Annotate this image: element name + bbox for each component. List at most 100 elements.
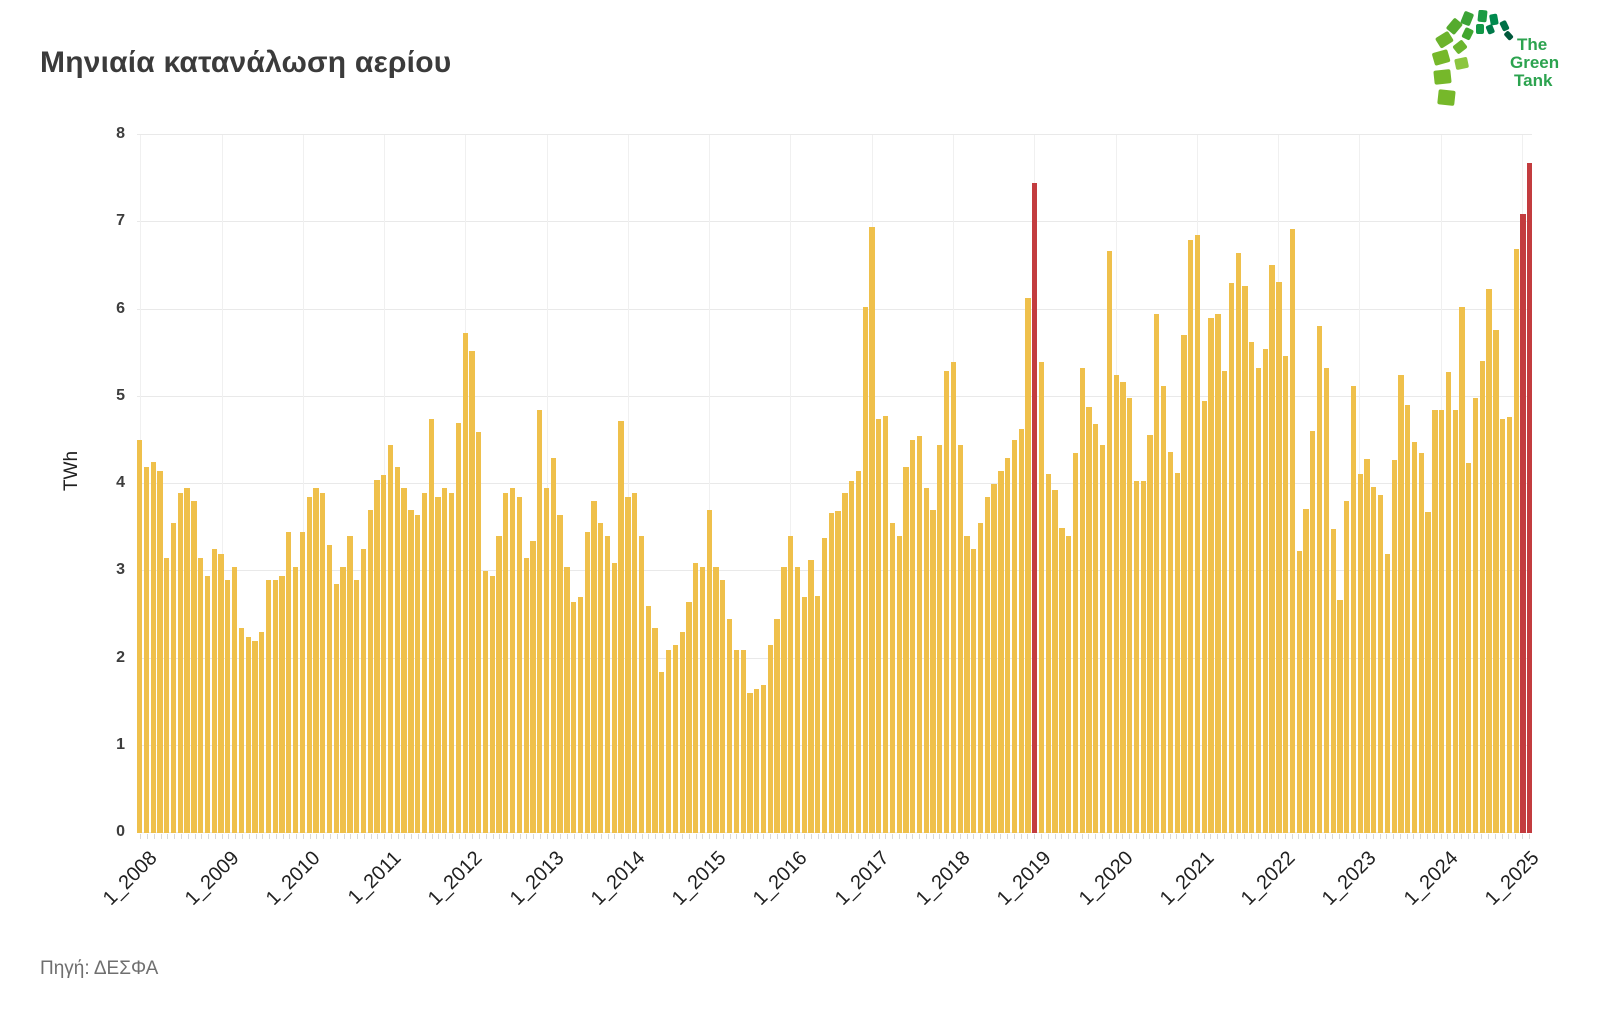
- bar-7_2016[interactable]: [828, 512, 834, 833]
- bar-10_2021[interactable]: [1255, 367, 1262, 833]
- bar-1_2016[interactable]: [788, 536, 794, 833]
- bar-9_2021[interactable]: [1249, 341, 1255, 833]
- bar-4_2011[interactable]: [401, 488, 407, 833]
- bar-5_2019[interactable]: [1059, 527, 1065, 833]
- bar-1_2018[interactable]: [950, 361, 957, 833]
- bar-3_2020[interactable]: [1127, 397, 1133, 833]
- bar-11_2018[interactable]: [1018, 429, 1024, 833]
- bar-4_2013[interactable]: [564, 566, 570, 833]
- bar-12_2010[interactable]: [374, 479, 380, 833]
- bar-8_2021[interactable]: [1242, 285, 1248, 833]
- bar-6_2024[interactable]: [1472, 397, 1479, 833]
- bar-5_2018[interactable]: [977, 523, 984, 833]
- bar-3_2018[interactable]: [964, 536, 970, 833]
- bar-10_2008[interactable]: [198, 558, 204, 833]
- bar-10_2011[interactable]: [442, 488, 448, 833]
- bar-12_2009[interactable]: [292, 566, 299, 833]
- bar-11_2008[interactable]: [204, 575, 211, 833]
- bar-4_2015[interactable]: [726, 619, 733, 833]
- bar-10_2015[interactable]: [767, 645, 773, 833]
- bar-3_2016[interactable]: [801, 597, 807, 833]
- bar-9_2011[interactable]: [435, 497, 441, 833]
- bar-8_2018[interactable]: [998, 470, 1004, 833]
- bar-5_2011[interactable]: [408, 510, 414, 833]
- bar-4_2021[interactable]: [1215, 313, 1221, 833]
- bar-5_2017[interactable]: [896, 536, 902, 833]
- bar-8_2010[interactable]: [347, 536, 353, 833]
- bar-4_2023[interactable]: [1377, 495, 1384, 833]
- bar-5_2023[interactable]: [1384, 553, 1391, 833]
- bar-2_2012[interactable]: [469, 351, 475, 833]
- bar-4_2017[interactable]: [889, 523, 895, 833]
- bar-11_2024[interactable]: [1506, 416, 1513, 833]
- bar-6_2008[interactable]: [170, 523, 177, 833]
- bar-2_2019[interactable]: [1038, 361, 1045, 833]
- bar-7_2014[interactable]: [665, 649, 672, 833]
- bar-4_2016[interactable]: [808, 559, 814, 833]
- bar-8_2008[interactable]: [184, 488, 190, 833]
- bar-6_2019[interactable]: [1066, 536, 1072, 833]
- bar-10_2009[interactable]: [279, 575, 285, 833]
- bar-1_2013[interactable]: [543, 488, 550, 833]
- bar-12_2011[interactable]: [455, 422, 461, 833]
- bar-2_2016[interactable]: [794, 566, 801, 833]
- bar-3_2008[interactable]: [150, 462, 156, 833]
- bar-6_2010[interactable]: [333, 584, 339, 833]
- bar-4_2024[interactable]: [1459, 306, 1465, 833]
- bar-7_2009[interactable]: [259, 632, 265, 833]
- bar-10_2010[interactable]: [360, 549, 367, 833]
- bar-1_2010[interactable]: [299, 532, 306, 833]
- bar-7_2020[interactable]: [1154, 313, 1160, 833]
- bar-6_2011[interactable]: [415, 514, 421, 833]
- bar-10_2017[interactable]: [930, 510, 936, 833]
- bar-7_2018[interactable]: [991, 484, 997, 833]
- bar-8_2013[interactable]: [591, 501, 597, 833]
- bar-8_2016[interactable]: [835, 511, 841, 833]
- bar-10_2012[interactable]: [523, 558, 529, 833]
- bar-10_2016[interactable]: [849, 481, 855, 833]
- bar-5_2010[interactable]: [326, 545, 333, 833]
- bar-9_2022[interactable]: [1330, 528, 1336, 833]
- bar-1_2014[interactable]: [625, 497, 631, 833]
- bar-8_2011[interactable]: [428, 418, 434, 833]
- bar-9_2017[interactable]: [923, 488, 929, 833]
- bar-4_2009[interactable]: [238, 627, 244, 833]
- bar-1_2008[interactable]: [137, 440, 143, 833]
- bar-5_2013[interactable]: [571, 601, 577, 833]
- bar-6_2014[interactable]: [659, 671, 665, 833]
- bar-10_2014[interactable]: [686, 601, 692, 833]
- bar-11_2016[interactable]: [855, 470, 862, 833]
- bar-8_2023[interactable]: [1405, 404, 1411, 833]
- bar-5_2020[interactable]: [1140, 481, 1146, 833]
- bar-7_2008[interactable]: [177, 492, 183, 833]
- bar-3_2009[interactable]: [231, 566, 238, 833]
- bar-12_2020[interactable]: [1188, 239, 1194, 833]
- bar-12_2024[interactable]: [1513, 249, 1519, 833]
- bar-2_2020[interactable]: [1120, 381, 1126, 833]
- bar-5_2014[interactable]: [652, 627, 658, 833]
- bar-3_2022[interactable]: [1289, 229, 1296, 833]
- bar-2_2021[interactable]: [1201, 401, 1207, 833]
- bar-5_2008[interactable]: [164, 558, 170, 833]
- bar-11_2011[interactable]: [448, 492, 455, 833]
- bar-2_2011[interactable]: [387, 444, 394, 833]
- bar-2_2014[interactable]: [632, 492, 638, 833]
- bar-12_2017[interactable]: [943, 370, 950, 833]
- bar-12_2014[interactable]: [699, 566, 706, 833]
- bar-11_2015[interactable]: [774, 619, 780, 833]
- bar-1_2012[interactable]: [462, 333, 468, 833]
- bar-9_2009[interactable]: [272, 579, 278, 833]
- bar-11_2022[interactable]: [1344, 500, 1350, 833]
- bar-9_2012[interactable]: [516, 497, 523, 833]
- bar-12_2013[interactable]: [618, 421, 624, 833]
- bar-3_2019[interactable]: [1045, 473, 1051, 833]
- bar-2_2024[interactable]: [1445, 372, 1452, 833]
- bar-7_2013[interactable]: [584, 532, 590, 833]
- bar-3_2012[interactable]: [476, 431, 482, 833]
- bar-2_2015[interactable]: [713, 566, 719, 833]
- bar-10_2024[interactable]: [1500, 418, 1506, 833]
- bar-9_2008[interactable]: [191, 501, 197, 833]
- bar-12_2016[interactable]: [862, 306, 868, 833]
- bar-5_2022[interactable]: [1303, 509, 1309, 833]
- bar-11_2019[interactable]: [1099, 444, 1106, 833]
